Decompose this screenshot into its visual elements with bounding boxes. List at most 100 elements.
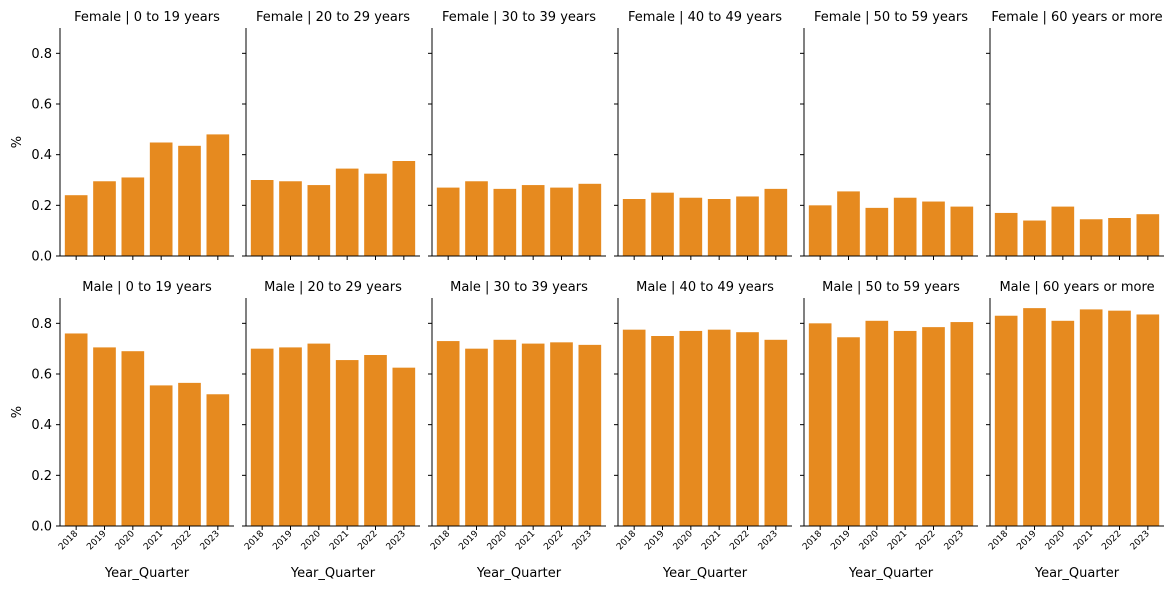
bar-2022: [922, 201, 945, 256]
x-tick-label: 2019: [643, 529, 666, 552]
y-tick-label: 0.2: [31, 199, 52, 214]
bar-2023: [764, 339, 788, 526]
panel-title: Female | 50 to 59 years: [814, 10, 968, 25]
x-tick-label: 2019: [1015, 529, 1038, 552]
x-axis-label: Year_Quarter: [662, 566, 748, 581]
bar-2021: [149, 142, 173, 256]
x-tick-label: 2023: [1129, 529, 1152, 552]
bar-2023: [392, 161, 416, 256]
x-tick-label: 2023: [571, 529, 594, 552]
bar-2021: [521, 185, 545, 256]
x-tick-label: 2020: [1044, 529, 1067, 552]
x-tick-label: 2020: [486, 529, 509, 552]
bar-2019: [93, 347, 116, 526]
bar-2023: [578, 344, 602, 526]
bar-2021: [893, 330, 917, 526]
bar-2018: [64, 195, 88, 256]
x-tick-label: 2023: [385, 529, 408, 552]
x-tick-label: 2018: [987, 529, 1010, 552]
bar-2019: [651, 336, 674, 526]
x-tick-label: 2018: [57, 529, 80, 552]
panel-title: Female | 60 years or more: [991, 10, 1162, 25]
bar-2020: [121, 351, 145, 526]
x-tick-label: 2018: [801, 529, 824, 552]
bar-2020: [1051, 206, 1075, 256]
bar-2018: [250, 180, 274, 256]
x-tick-label: 2019: [271, 529, 294, 552]
x-axis-label: Year_Quarter: [848, 566, 934, 581]
bar-2022: [178, 382, 201, 526]
bar-2021: [1079, 309, 1103, 526]
x-axis-label: Year_Quarter: [1034, 566, 1120, 581]
x-tick-label: 2022: [728, 529, 751, 552]
y-axis-label: %: [10, 136, 25, 148]
x-tick-label: 2022: [170, 529, 193, 552]
x-tick-label: 2021: [514, 529, 537, 552]
y-tick-label: 0.0: [31, 250, 52, 265]
bar-2022: [550, 342, 573, 526]
bar-2020: [865, 207, 889, 256]
panel-title: Female | 0 to 19 years: [74, 10, 220, 25]
panel-title: Male | 50 to 59 years: [822, 280, 960, 295]
bar-2023: [206, 134, 230, 256]
bar-2022: [922, 327, 945, 526]
bar-2023: [950, 206, 974, 256]
y-tick-label: 0.6: [31, 368, 52, 383]
x-tick-label: 2019: [85, 529, 108, 552]
y-axis-label: %: [10, 406, 25, 418]
x-tick-label: 2023: [199, 529, 222, 552]
y-tick-label: 0.2: [31, 469, 52, 484]
bar-2020: [307, 343, 331, 526]
x-tick-label: 2022: [356, 529, 379, 552]
x-tick-label: 2020: [672, 529, 695, 552]
bar-2019: [279, 347, 302, 526]
bar-2022: [736, 332, 759, 526]
bar-2023: [1136, 214, 1160, 256]
bar-2020: [493, 339, 517, 526]
y-tick-label: 0.4: [31, 418, 52, 433]
x-axis-label: Year_Quarter: [290, 566, 376, 581]
y-tick-label: 0.8: [31, 317, 52, 332]
x-tick-label: 2023: [943, 529, 966, 552]
x-tick-label: 2021: [328, 529, 351, 552]
x-axis-label: Year_Quarter: [104, 566, 190, 581]
x-tick-label: 2018: [615, 529, 638, 552]
bar-2018: [808, 323, 832, 526]
bar-2019: [93, 181, 116, 256]
bar-2022: [178, 145, 201, 256]
bar-2018: [622, 329, 646, 526]
x-tick-label: 2021: [142, 529, 165, 552]
bar-2019: [1023, 220, 1046, 256]
bar-2020: [493, 188, 517, 256]
bar-2020: [865, 320, 889, 526]
bar-2021: [521, 343, 545, 526]
y-tick-label: 0.4: [31, 148, 52, 163]
panel-title: Male | 30 to 39 years: [450, 280, 588, 295]
bar-2018: [622, 199, 646, 256]
x-tick-label: 2022: [914, 529, 937, 552]
bar-2020: [679, 197, 703, 256]
bar-2022: [364, 173, 387, 256]
bar-2023: [1136, 314, 1160, 526]
bar-2021: [707, 329, 731, 526]
bar-2018: [994, 315, 1018, 526]
bar-2023: [578, 183, 602, 256]
x-axis-label: Year_Quarter: [476, 566, 562, 581]
bar-2020: [121, 177, 145, 256]
x-tick-label: 2022: [1100, 529, 1123, 552]
x-tick-label: 2019: [829, 529, 852, 552]
panel-title: Female | 40 to 49 years: [628, 10, 782, 25]
bar-2019: [651, 192, 674, 256]
bar-2022: [1108, 310, 1131, 526]
bar-2018: [64, 333, 88, 526]
panel-title: Female | 30 to 39 years: [442, 10, 596, 25]
bar-2018: [436, 341, 460, 526]
bar-2020: [307, 185, 331, 256]
x-tick-label: 2019: [457, 529, 480, 552]
x-tick-label: 2018: [429, 529, 452, 552]
bar-2021: [893, 197, 917, 256]
x-tick-label: 2020: [858, 529, 881, 552]
bar-2023: [764, 188, 788, 256]
x-tick-label: 2023: [757, 529, 780, 552]
panel-title: Male | 20 to 29 years: [264, 280, 402, 295]
